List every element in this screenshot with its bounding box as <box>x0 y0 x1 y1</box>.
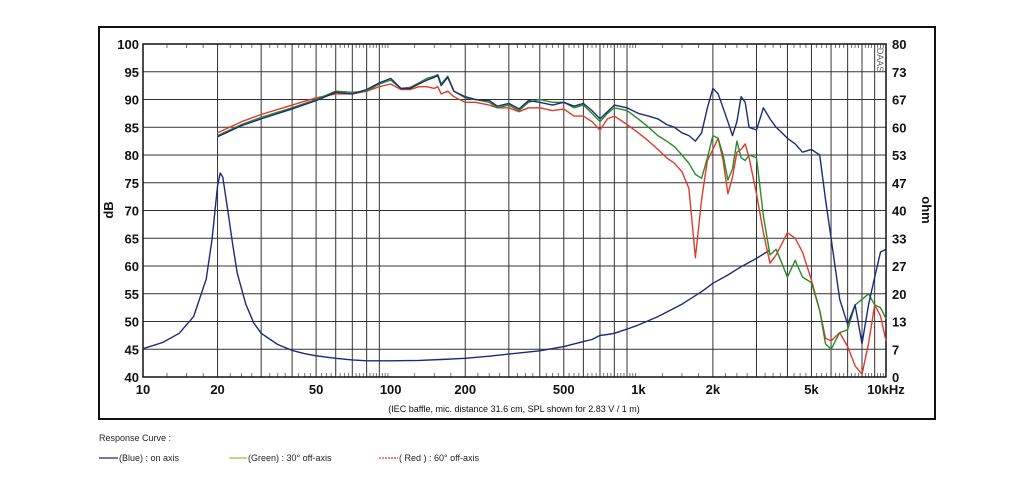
y-left-tick-label: 75 <box>125 176 139 191</box>
y-right-axis-label: ohm <box>919 196 934 223</box>
legend-item-red: ( Red ) : 60° off-axis <box>399 453 479 463</box>
x-tick-label: 100 <box>380 382 402 397</box>
y-right-tick-label: 33 <box>892 231 906 246</box>
y-right-tick-label: 53 <box>892 148 906 163</box>
grid-layer <box>143 44 886 377</box>
y-left-tick-label: 80 <box>125 148 139 163</box>
x-tick-label: 50 <box>309 382 323 397</box>
legend-item-blue: (Blue) : on axis <box>119 453 180 463</box>
y-left-tick-label: 70 <box>125 204 139 219</box>
y-left-tick-label: 90 <box>125 93 139 108</box>
y-left-tick-label: 55 <box>125 287 139 302</box>
legend-title: Response Curve : <box>99 433 171 443</box>
y-right-tick-label: 13 <box>892 315 906 330</box>
y-left-tick-label: 85 <box>125 120 139 135</box>
off-axis-60-curve <box>217 83 887 375</box>
chart-outer-frame <box>98 26 936 420</box>
x-tick-label: 5k <box>804 382 819 397</box>
y-right-tick-label: 73 <box>892 65 906 80</box>
y-right-tick-label: 67 <box>892 93 906 108</box>
x-tick-label: 10kHz <box>867 382 905 397</box>
ticks-layer: 10 20 50 100 200 500 1k 2k 5k 10kHz10095908580757… <box>117 37 906 397</box>
series-layer <box>142 73 887 375</box>
y-right-tick-label: 80 <box>892 37 906 52</box>
y-right-tick-label: 27 <box>892 259 906 274</box>
y-right-tick-label: 40 <box>892 204 906 219</box>
y-right-tick-label: 60 <box>892 120 906 135</box>
y-left-tick-label: 100 <box>117 37 139 52</box>
x-tick-label: 10 <box>136 382 150 397</box>
y-right-tick-label: 7 <box>892 342 899 357</box>
plot-area-border <box>142 43 887 378</box>
x-tick-label: 200 <box>454 382 476 397</box>
impedance-curve <box>142 172 771 362</box>
y-right-tick-label: 47 <box>892 176 906 191</box>
x-tick-label: 500 <box>553 382 575 397</box>
y-right-tick-label: 20 <box>892 287 906 302</box>
x-tick-label: 2k <box>706 382 721 397</box>
y-right-tick-label: 0 <box>892 370 899 385</box>
y-left-tick-label: 40 <box>125 370 139 385</box>
legend-item-green: (Green) : 30° off-axis <box>248 453 332 463</box>
on-axis-curve <box>217 74 887 345</box>
y-left-tick-label: 65 <box>125 231 139 246</box>
y-left-axis-label: dB <box>101 201 116 218</box>
y-left-tick-label: 45 <box>125 342 139 357</box>
brand-mark: DAAS <box>875 48 885 73</box>
x-tick-label: 20 <box>210 382 224 397</box>
y-left-tick-label: 60 <box>125 259 139 274</box>
off-axis-30-curve <box>217 73 887 350</box>
y-left-tick-label: 95 <box>125 65 139 80</box>
x-tick-label: 1k <box>631 382 646 397</box>
measurement-note: (IEC baffle, mic. distance 31.6 cm, SPL … <box>388 404 640 414</box>
legend: Response Curve : (Blue) : on axis (Green… <box>99 433 479 463</box>
y-left-tick-label: 50 <box>125 315 139 330</box>
